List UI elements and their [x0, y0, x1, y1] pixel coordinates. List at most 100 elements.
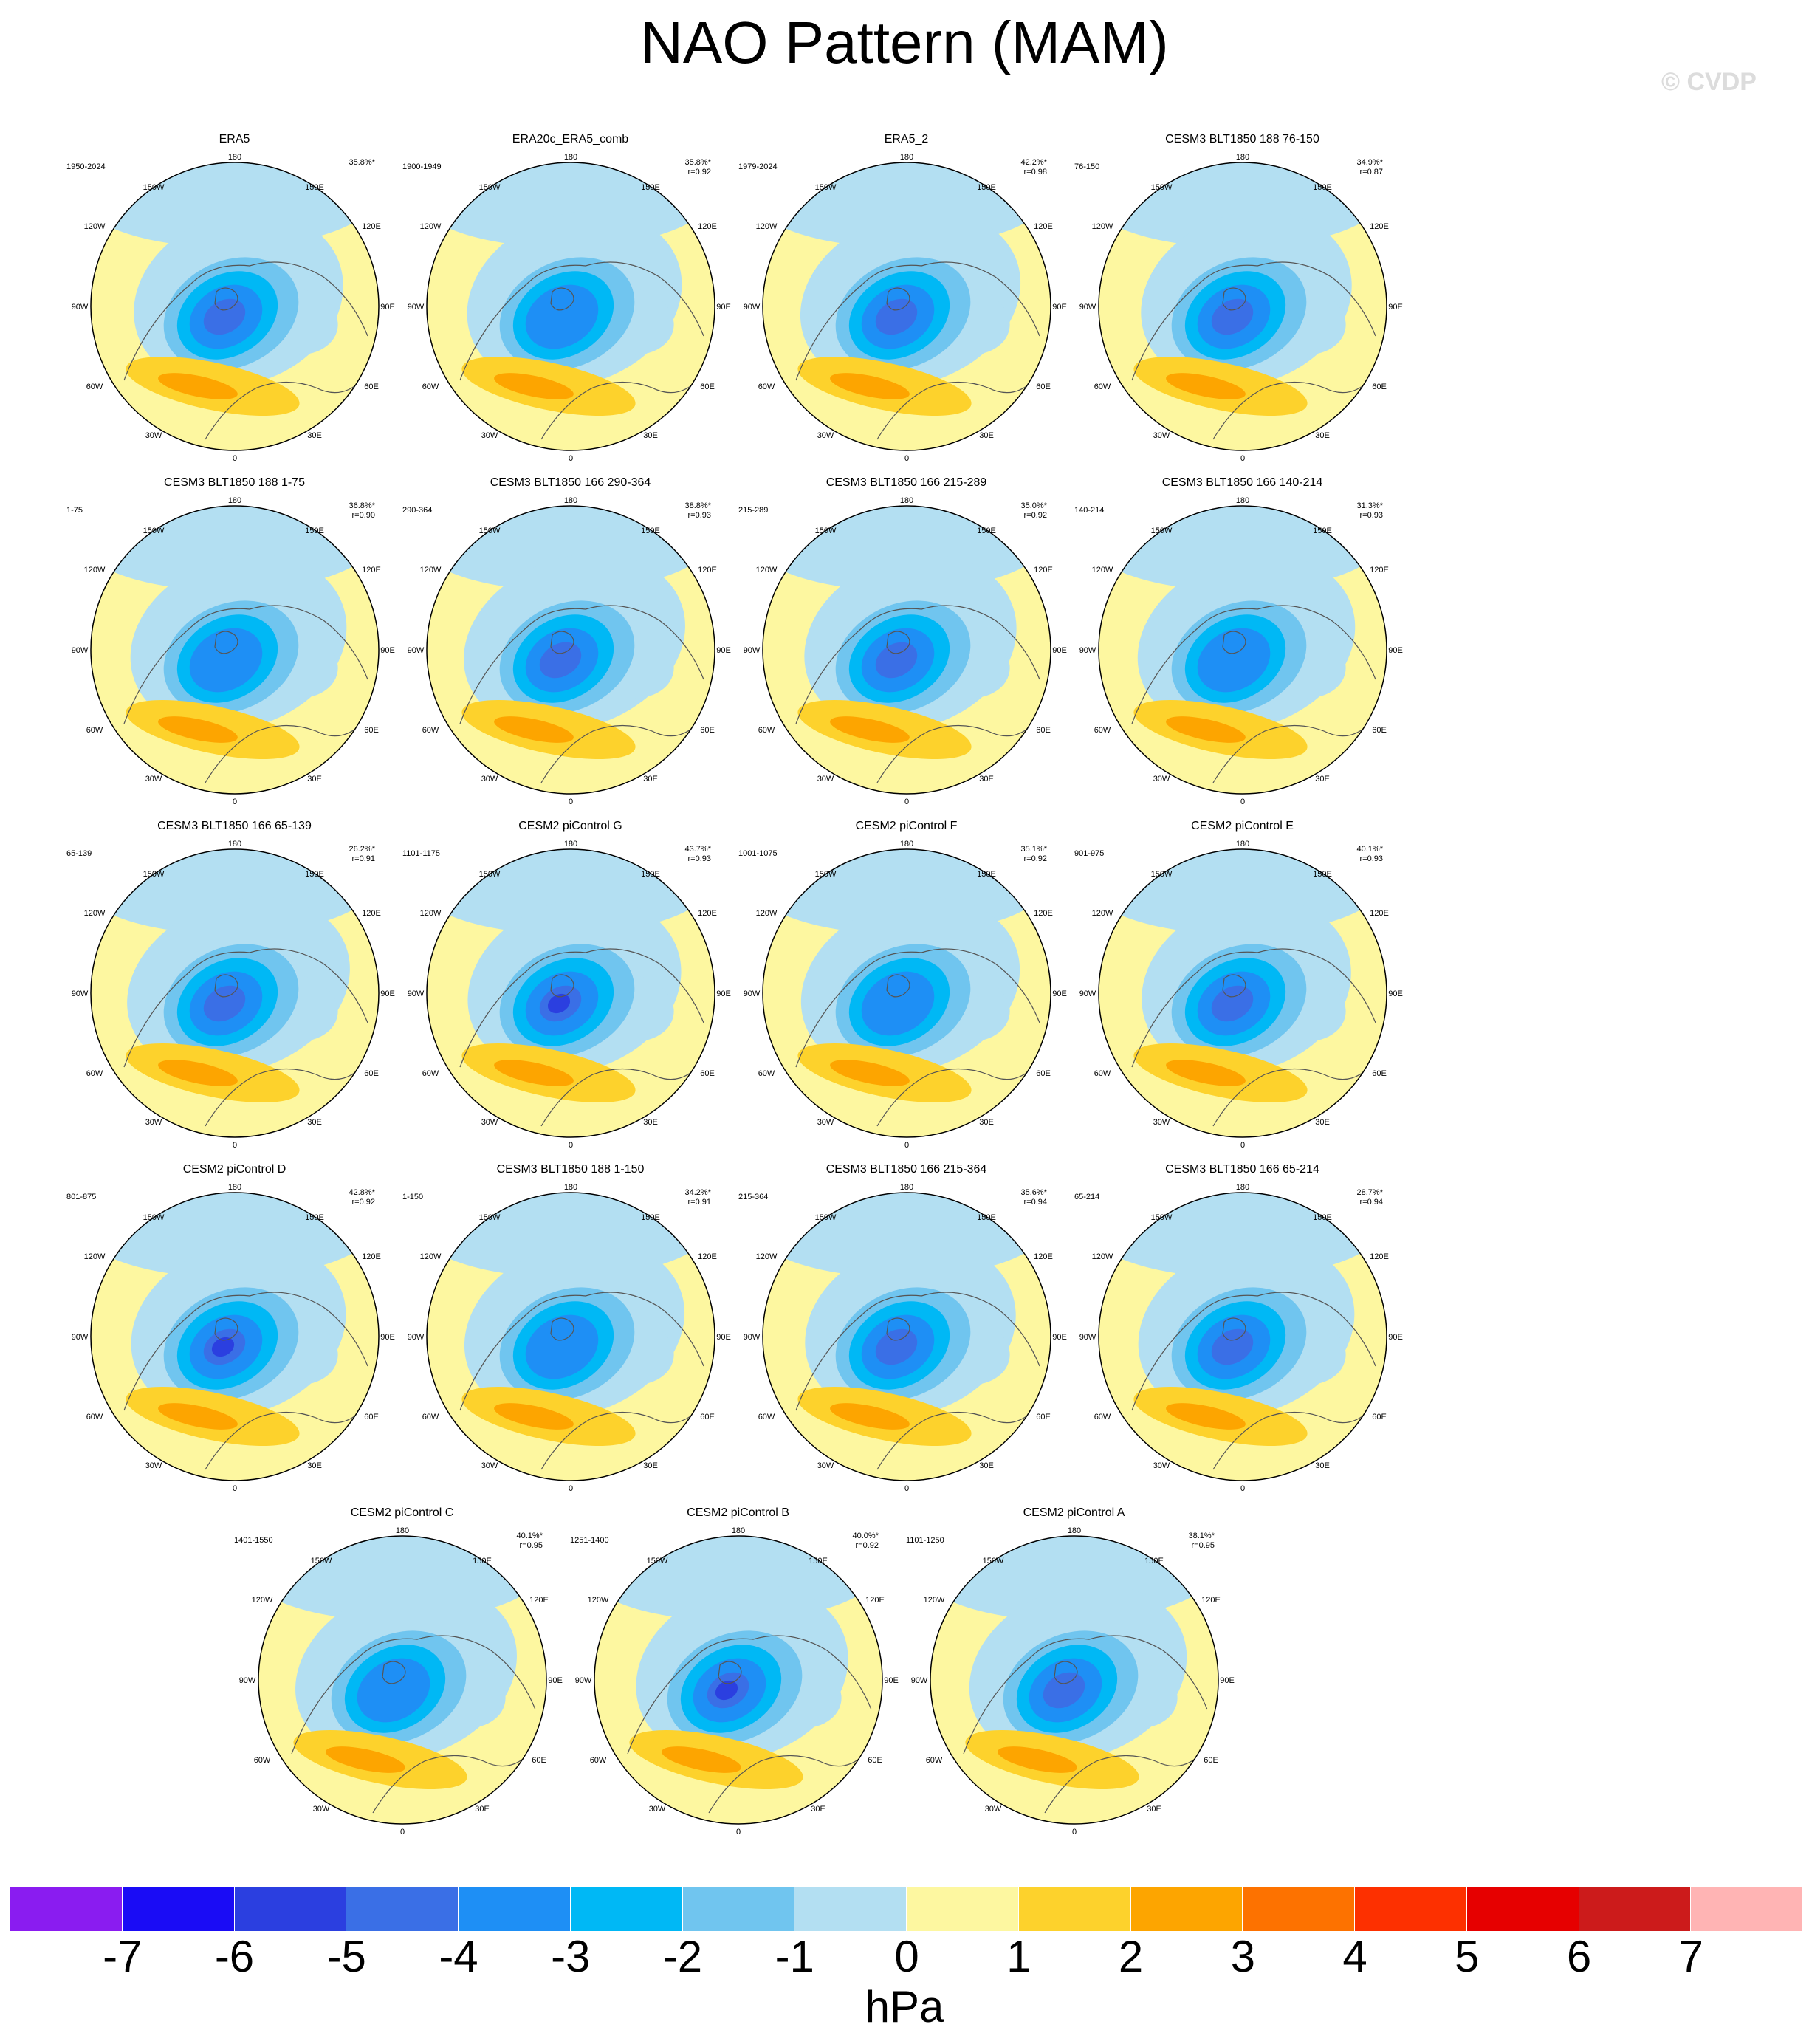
lon-label-left: 150W [815, 527, 837, 535]
panel-variance-explained: 34.9%* [1356, 158, 1383, 167]
lon-label-right: 120E [1034, 222, 1053, 231]
contour-blue-4 [357, 1658, 430, 1723]
coastline [795, 1292, 1040, 1411]
coastline [123, 605, 368, 724]
panel-pattern-correlation: r=0.94 [1359, 1198, 1384, 1207]
colorbar-tick-label: 0 [894, 1932, 919, 1981]
coastline [459, 261, 704, 381]
panel-stats: 35.8%* r=0.92 [645, 158, 711, 177]
colorbar-tick-label: -3 [551, 1932, 591, 1981]
lon-label-right: 90E [380, 303, 395, 312]
colorbar-tick-label: -7 [103, 1932, 143, 1981]
panel-pattern-correlation: r=0.92 [1023, 854, 1048, 863]
lon-label-right: 120E [362, 1252, 381, 1261]
coastline [1212, 372, 1376, 440]
panel-variance-explained: 34.2%* [684, 1188, 711, 1197]
lon-label-right: 90E [1388, 303, 1403, 312]
contour-blue-5 [539, 642, 582, 679]
coastline [123, 1292, 368, 1411]
colorbar-cell [122, 1887, 235, 1931]
lon-label-left: 90W [408, 1333, 425, 1342]
polar-map: 180 0 150W 120W 90W 60W 30W 150E 120E 90E 60E 30E [72, 496, 395, 806]
contour-orange-core [158, 716, 238, 743]
lon-label-right: 150E [641, 870, 660, 879]
coastline [205, 1059, 368, 1127]
panel-pattern-correlation: r=0.91 [351, 854, 376, 863]
lon-label-left: 60W [758, 383, 775, 391]
contour-orange-core [494, 716, 574, 743]
map-panel: CESM2 piControl D 801-875 42.8%* r=0.92 180 0… [66, 1163, 402, 1503]
map-border [930, 1535, 1219, 1825]
lon-label-left: 90W [744, 990, 761, 998]
lon-label-left: 150W [1151, 183, 1173, 192]
greenland-outline [1222, 974, 1246, 998]
lon-label-right: 60E [700, 1413, 715, 1421]
lon-label-top: 180 [900, 153, 913, 162]
contour-blue-5 [1211, 298, 1254, 335]
lon-label-bottom: 0 [904, 798, 909, 806]
panel-years: 801-875 [66, 1193, 97, 1201]
lon-label-right: 60E [1036, 383, 1051, 391]
greenland-outline [214, 974, 238, 998]
lon-label-right: 120E [1370, 566, 1389, 575]
polar-map: 180 0 150W 120W 90W 60W 30W 150E 120E 90E 60E 30E [744, 1183, 1067, 1493]
lon-label-left: 60W [1094, 726, 1111, 735]
coastline [459, 605, 704, 724]
contour-blue-6 [211, 1337, 235, 1357]
lon-label-top: 180 [564, 840, 577, 848]
lon-label-right: 150E [1313, 1213, 1332, 1222]
polar-map: 180 0 150W 120W 90W 60W 30W 150E 120E 90E 60E 30E [744, 153, 1067, 463]
lon-label-left: 30W [145, 775, 162, 783]
contour-orange-core [830, 716, 910, 743]
contour-orange-core [158, 1403, 238, 1430]
lon-label-left: 60W [1094, 383, 1111, 391]
lon-label-left: 150W [1151, 527, 1173, 535]
lon-label-left: 60W [86, 1413, 103, 1421]
lon-label-left: 30W [145, 1461, 162, 1470]
contour-blue-6 [715, 1680, 738, 1701]
lon-label-top: 180 [1236, 840, 1249, 848]
contour-orange-core [326, 1746, 405, 1773]
lon-label-left: 150W [479, 870, 501, 879]
colorbar-tick-label: -1 [775, 1932, 814, 1981]
colorbar-tick-label: 2 [1118, 1932, 1144, 1981]
panel-years: 1251-1400 [570, 1536, 609, 1545]
coastline [1131, 948, 1376, 1068]
lon-label-left: 60W [758, 1069, 775, 1078]
coastline [540, 372, 704, 440]
lon-label-left: 90W [72, 646, 89, 655]
polar-map: 180 0 150W 120W 90W 60W 30W 150E 120E 90E 60E 30E [911, 1526, 1235, 1836]
coastline [1044, 1746, 1208, 1814]
lon-label-right: 120E [1370, 222, 1389, 231]
lon-label-right: 30E [811, 1805, 825, 1814]
coastline [459, 1292, 704, 1411]
lon-label-left: 150W [143, 870, 165, 879]
polar-map: 180 0 150W 120W 90W 60W 30W 150E 120E 90E 60E 30E [408, 1183, 731, 1493]
panel-stats: 26.2%* r=0.91 [309, 845, 375, 864]
panel-pattern-correlation: r=0.92 [687, 168, 712, 176]
panel-years: 1950-2024 [66, 162, 106, 171]
contour-blue-6 [547, 993, 571, 1014]
lon-label-left: 120W [588, 1596, 609, 1605]
map-panel: CESM3 BLT1850 188 1-150 1-150 34.2%* r=0.91… [402, 1163, 738, 1503]
lon-label-right: 30E [979, 1461, 994, 1470]
map-border [258, 1535, 547, 1825]
lon-label-left: 30W [817, 431, 834, 440]
lon-label-right: 60E [1204, 1756, 1218, 1765]
map-panel: CESM3 BLT1850 166 65-139 65-139 26.2%* r=0.… [66, 820, 402, 1159]
lon-label-top: 180 [228, 1183, 241, 1192]
figure-title: NAO Pattern (MAM) [640, 10, 1169, 75]
panel-variance-explained: 26.2%* [349, 845, 375, 854]
lon-label-right: 120E [698, 566, 717, 575]
panel-title: CESM3 BLT1850 166 290-364 [490, 476, 651, 489]
panel-years: 1-75 [66, 506, 83, 515]
contour-orange-core [1166, 373, 1246, 399]
lon-label-left: 60W [254, 1756, 271, 1765]
lon-label-right: 60E [1372, 726, 1387, 735]
lon-label-right: 90E [380, 646, 395, 655]
lon-label-left: 90W [1079, 990, 1096, 998]
colorbar-cell [794, 1887, 907, 1931]
lon-label-left: 30W [817, 1461, 834, 1470]
lon-label-top: 180 [228, 840, 241, 848]
